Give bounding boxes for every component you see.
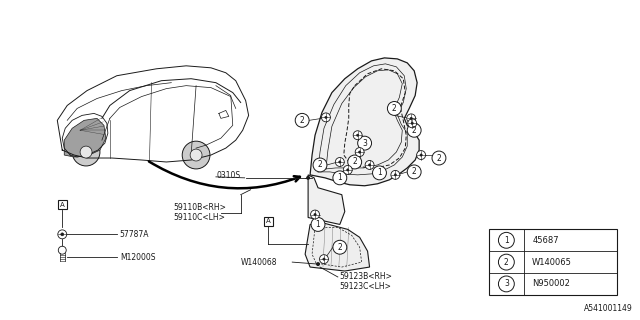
Text: 59123B<RH>: 59123B<RH> — [340, 272, 393, 282]
Circle shape — [182, 141, 210, 169]
Text: 0310S: 0310S — [217, 172, 241, 180]
Bar — [264, 217, 273, 226]
Text: A541001149: A541001149 — [584, 304, 632, 313]
Circle shape — [319, 255, 328, 264]
Text: N950002: N950002 — [532, 279, 570, 288]
Text: 2: 2 — [504, 258, 509, 267]
Text: 57787A: 57787A — [120, 230, 149, 239]
Circle shape — [407, 114, 415, 123]
Circle shape — [335, 157, 344, 166]
Text: A: A — [60, 202, 65, 208]
Text: 2: 2 — [353, 157, 357, 166]
Polygon shape — [308, 175, 345, 224]
Circle shape — [58, 246, 66, 254]
Circle shape — [321, 113, 330, 122]
Text: 1: 1 — [316, 220, 321, 229]
Circle shape — [410, 117, 412, 120]
Bar — [58, 200, 67, 209]
Circle shape — [432, 151, 446, 165]
Circle shape — [295, 113, 309, 127]
Text: 2: 2 — [436, 154, 442, 163]
Text: 1: 1 — [337, 173, 342, 182]
Text: 2: 2 — [392, 104, 397, 113]
Circle shape — [333, 240, 347, 254]
Circle shape — [310, 210, 319, 219]
Circle shape — [391, 171, 400, 179]
Circle shape — [420, 154, 422, 156]
Circle shape — [80, 146, 92, 158]
Circle shape — [407, 123, 421, 137]
Circle shape — [314, 213, 316, 216]
Circle shape — [353, 131, 362, 140]
Circle shape — [343, 165, 352, 174]
Polygon shape — [310, 58, 419, 186]
Circle shape — [356, 134, 359, 136]
Circle shape — [408, 119, 417, 128]
Text: 59110C<LH>: 59110C<LH> — [173, 213, 225, 222]
Text: 2: 2 — [412, 167, 417, 176]
Circle shape — [347, 169, 349, 171]
Circle shape — [190, 149, 202, 161]
Circle shape — [372, 166, 387, 180]
Text: 2: 2 — [337, 243, 342, 252]
Circle shape — [306, 176, 310, 180]
Text: W140068: W140068 — [241, 258, 277, 267]
Bar — [488, 229, 618, 295]
Circle shape — [333, 171, 347, 185]
Circle shape — [499, 276, 515, 292]
Text: 59110B<RH>: 59110B<RH> — [173, 203, 226, 212]
Circle shape — [358, 151, 361, 153]
Circle shape — [311, 218, 325, 231]
Circle shape — [316, 262, 320, 266]
Circle shape — [339, 161, 341, 163]
Circle shape — [72, 138, 100, 166]
Circle shape — [348, 155, 362, 169]
Circle shape — [323, 258, 325, 260]
Circle shape — [387, 101, 401, 116]
Circle shape — [324, 116, 327, 119]
Circle shape — [394, 174, 397, 176]
Circle shape — [369, 164, 371, 166]
Text: M12000S: M12000S — [120, 253, 156, 262]
Polygon shape — [305, 223, 369, 271]
Circle shape — [417, 151, 426, 159]
Polygon shape — [64, 118, 106, 157]
Text: 3: 3 — [362, 139, 367, 148]
Circle shape — [313, 158, 327, 172]
Circle shape — [407, 165, 421, 179]
Text: 1: 1 — [504, 236, 509, 245]
Circle shape — [499, 232, 515, 248]
Circle shape — [499, 254, 515, 270]
Text: A: A — [266, 219, 271, 224]
Circle shape — [58, 230, 67, 239]
Text: 2: 2 — [412, 126, 417, 135]
Circle shape — [365, 161, 374, 169]
Circle shape — [358, 136, 372, 150]
Circle shape — [411, 122, 413, 124]
Text: 2: 2 — [300, 116, 305, 125]
Circle shape — [355, 148, 364, 156]
Text: 1: 1 — [377, 168, 382, 177]
Text: 2: 2 — [317, 160, 323, 170]
Text: W140065: W140065 — [532, 258, 572, 267]
Text: 3: 3 — [504, 279, 509, 288]
Circle shape — [61, 233, 64, 236]
Text: 45687: 45687 — [532, 236, 559, 245]
Text: 59123C<LH>: 59123C<LH> — [340, 282, 392, 292]
